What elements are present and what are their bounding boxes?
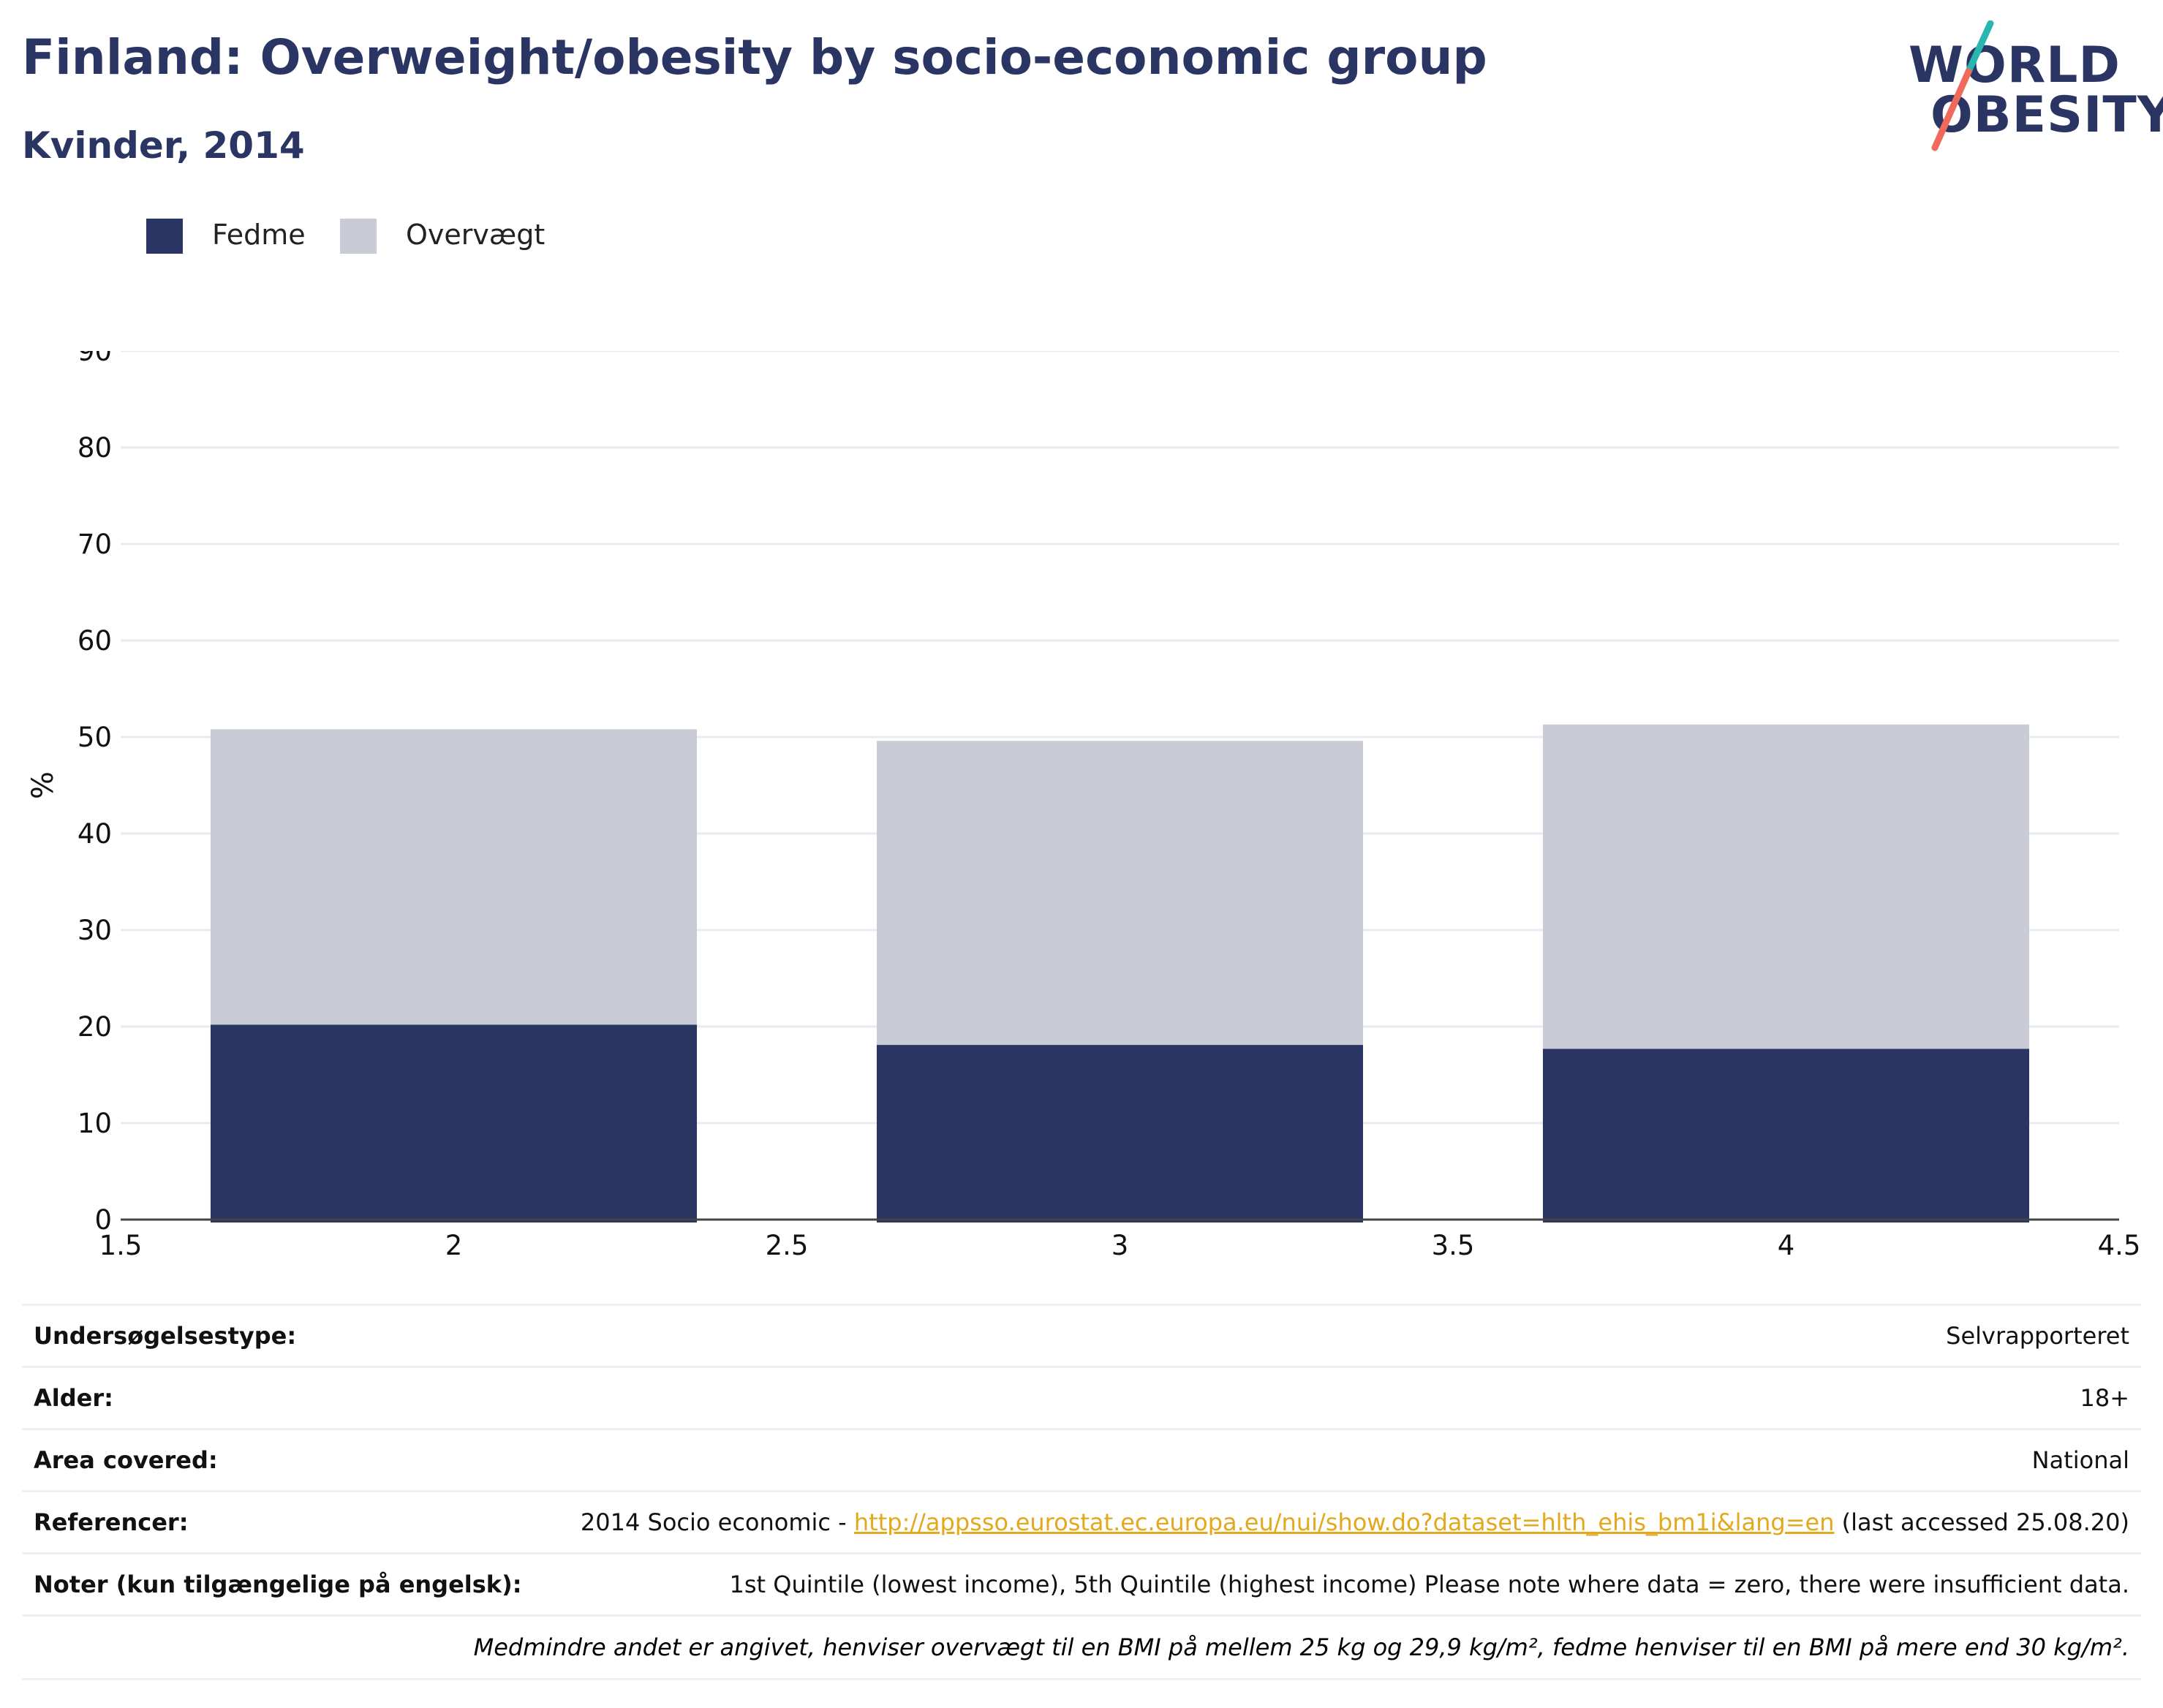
legend-swatch-fedme [146, 219, 183, 254]
bar-overvaegt [1542, 724, 2030, 1049]
legend-swatch-overvaegt [340, 219, 377, 254]
info-row-references: Referencer: 2014 Socio economic - http:/… [22, 1490, 2141, 1554]
info-key: Area covered: [22, 1428, 543, 1492]
y-tick-label: 20 [78, 1011, 112, 1043]
y-tick-label: 10 [78, 1108, 112, 1139]
x-tick-label: 4.5 [2098, 1230, 2141, 1261]
reference-prefix: 2014 Socio economic - [580, 1508, 854, 1536]
page-subtitle: Kvinder, 2014 [22, 124, 305, 167]
info-value: National [542, 1428, 2141, 1492]
y-tick-label: 90 [78, 351, 112, 367]
info-row-age: Alder: 18+ [22, 1366, 2141, 1429]
y-axis-label: % [26, 771, 60, 799]
x-tick-label: 2.5 [766, 1230, 809, 1261]
bar-overvaegt [876, 741, 1364, 1046]
y-tick-label: 50 [78, 722, 112, 753]
y-tick-label: 30 [78, 915, 112, 946]
logo-word-world: WORLD [1909, 37, 2121, 94]
bar-fedme [210, 1024, 698, 1223]
info-key: Noter (kun tilgængelige på engelsk): [22, 1552, 543, 1616]
page-title: Finland: Overweight/obesity by socio-eco… [22, 29, 1487, 86]
x-tick-label: 3 [1111, 1230, 1129, 1261]
reference-suffix: (last accessed 25.08.20) [1834, 1508, 2129, 1536]
x-tick-label: 3.5 [1432, 1230, 1475, 1261]
world-obesity-logo: WORLD OBESITY [1909, 20, 2163, 159]
info-key: Alder: [22, 1366, 543, 1429]
logo-word-obesity: OBESITY [1930, 86, 2163, 144]
bar-fedme [876, 1045, 1364, 1223]
legend-label-overvaegt: Overvægt [406, 219, 546, 251]
info-table: Undersøgelsestype: Selvrapporteret Alder… [22, 1304, 2141, 1680]
info-value: 2014 Socio economic - http://appsso.euro… [542, 1490, 2141, 1554]
bar-fedme [1542, 1048, 2030, 1223]
legend-label-fedme: Fedme [212, 219, 306, 251]
info-row-area-covered: Area covered: National [22, 1428, 2141, 1492]
y-tick-label: 70 [78, 529, 112, 560]
x-tick-label: 1.5 [99, 1230, 143, 1261]
x-tick-label: 2 [445, 1230, 463, 1261]
info-key: Undersøgelsestype: [22, 1304, 543, 1367]
footnote: Medmindre andet er angivet, henviser ove… [22, 1614, 2141, 1680]
logo-slash-icon [1931, 20, 1994, 151]
stacked-bar-chart: 0 10 20 30 40 50 60 70 80 90% 1.5 2 2.5 3 3.5 4 4.5 [26, 351, 2141, 1261]
y-tick-label: 0 [94, 1204, 112, 1236]
info-value: 1st Quintile (lowest income), 5th Quinti… [542, 1552, 2141, 1616]
info-row-survey-type: Undersøgelsestype: Selvrapporteret [22, 1304, 2141, 1367]
x-tick-label: 4 [1778, 1230, 1795, 1261]
y-tick-label: 40 [78, 818, 112, 850]
bar-overvaegt [210, 729, 698, 1025]
y-tick-label: 60 [78, 625, 112, 657]
info-key: Referencer: [22, 1490, 543, 1554]
reference-link[interactable]: http://appsso.eurostat.ec.europa.eu/nui/… [853, 1508, 1835, 1536]
y-tick-label: 80 [78, 432, 112, 464]
info-value: 18+ [542, 1366, 2141, 1429]
info-row-notes: Noter (kun tilgængelige på engelsk): 1st… [22, 1552, 2141, 1616]
info-row-footnote: Medmindre andet er angivet, henviser ove… [22, 1614, 2141, 1680]
info-value: Selvrapporteret [542, 1304, 2141, 1367]
